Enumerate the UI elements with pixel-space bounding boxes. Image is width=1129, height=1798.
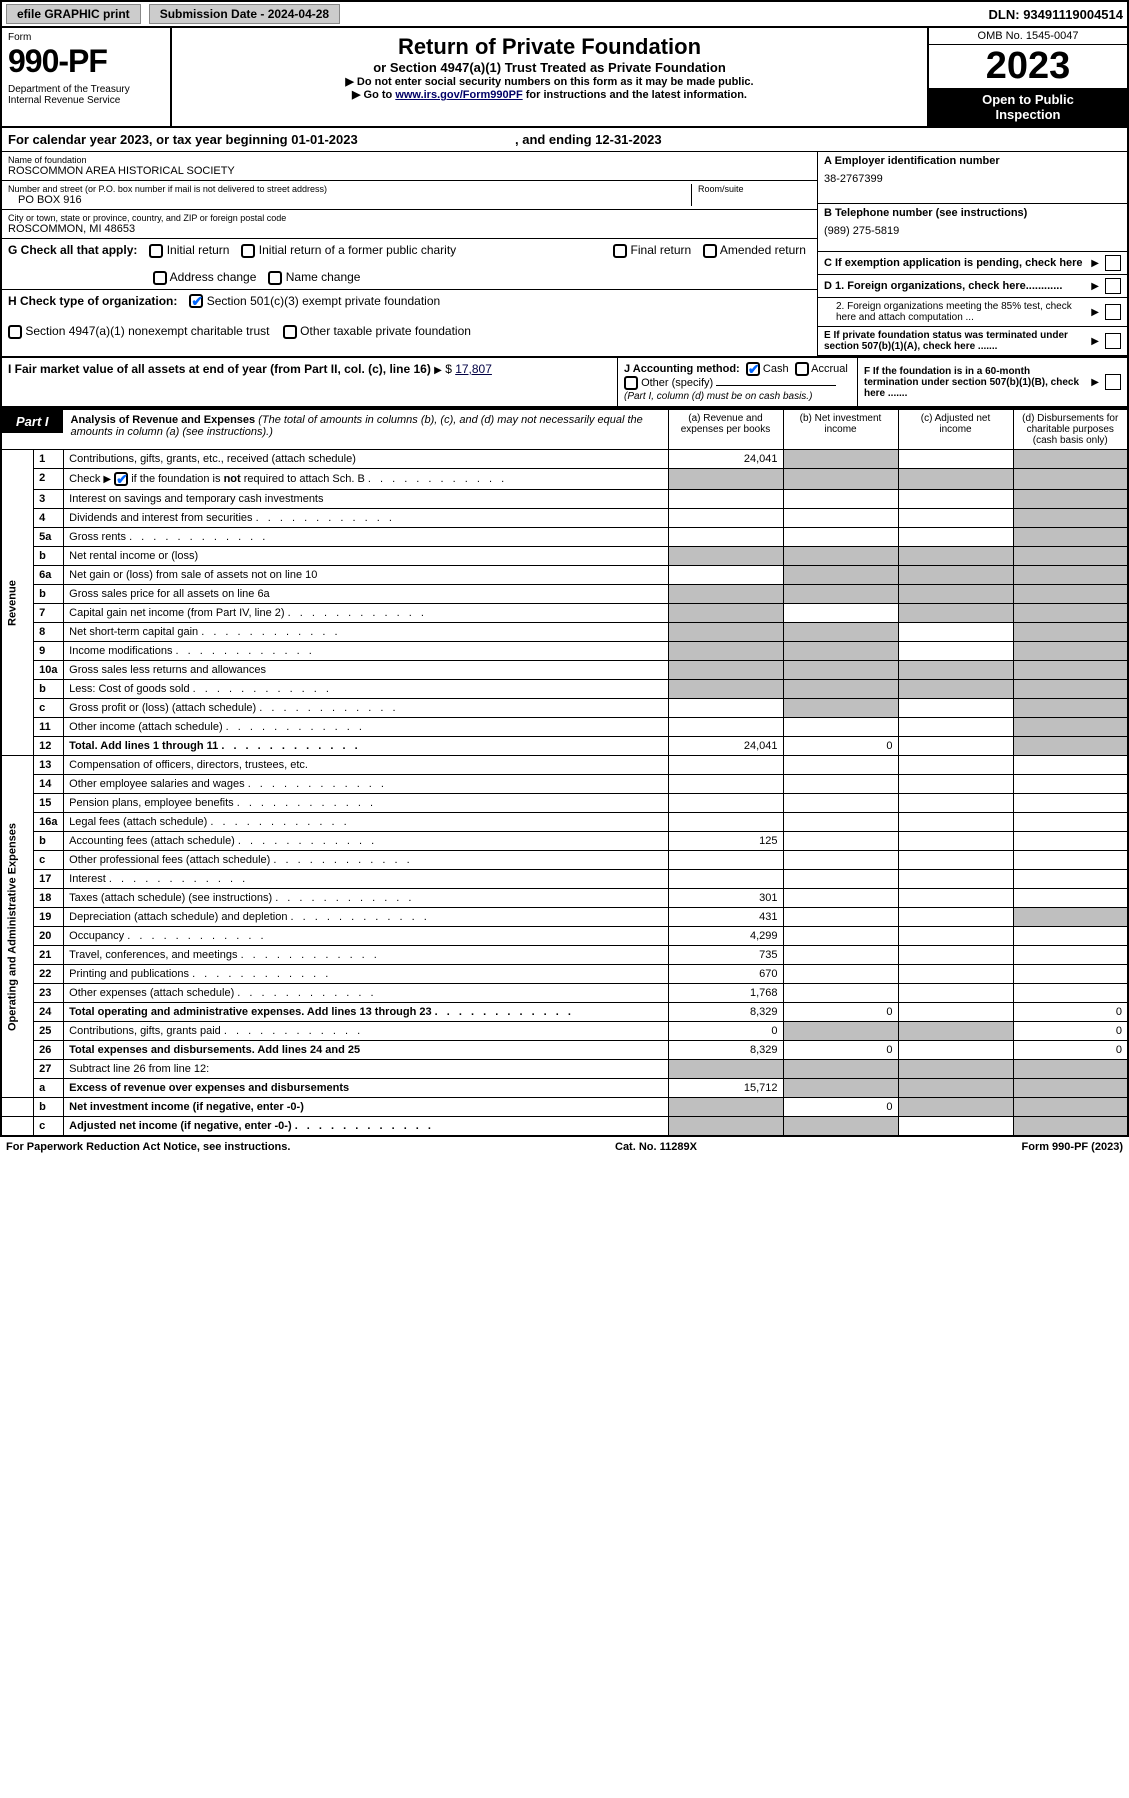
note-1: ▶ Do not enter social security numbers o… [178, 75, 921, 88]
tax-year: 2023 [929, 45, 1127, 88]
j-note: (Part I, column (d) must be on cash basi… [624, 391, 812, 402]
e-label: E If private foundation status was termi… [824, 330, 1085, 352]
cb-other-tax[interactable] [283, 325, 297, 339]
addr-label: Number and street (or P.O. box number if… [8, 184, 691, 194]
part1-table: Part I Analysis of Revenue and Expenses … [0, 408, 1129, 1137]
cb-initial-former[interactable] [241, 244, 255, 258]
cb-c[interactable] [1105, 255, 1121, 271]
cb-initial[interactable] [149, 244, 163, 258]
g-label: G Check all that apply: [8, 243, 137, 257]
cb-f[interactable] [1105, 374, 1121, 390]
calendar-year: For calendar year 2023, or tax year begi… [0, 128, 1129, 152]
col-c: (c) Adjusted net income [898, 409, 1013, 450]
cb-final[interactable] [613, 244, 627, 258]
d1-label: D 1. Foreign organizations, check here..… [824, 280, 1085, 292]
city-label: City or town, state or province, country… [8, 213, 811, 223]
irs-link[interactable]: www.irs.gov/Form990PF [395, 89, 522, 101]
i-label: I Fair market value of all assets at end… [8, 362, 431, 376]
open-public: Open to Public Inspection [929, 88, 1127, 126]
f-label: F If the foundation is in a 60-month ter… [864, 366, 1085, 399]
top-bar: efile GRAPHIC print Submission Date - 20… [0, 0, 1129, 28]
form-ref: Form 990-PF (2023) [1022, 1141, 1123, 1153]
cb-d1[interactable] [1105, 278, 1121, 294]
submission-date: Submission Date - 2024-04-28 [149, 4, 340, 24]
part1-label: Part I [2, 410, 63, 433]
cb-e[interactable] [1105, 333, 1121, 349]
cb-501c3[interactable] [189, 294, 203, 308]
name-label: Name of foundation [8, 155, 811, 165]
foundation-name: ROSCOMMON AREA HISTORICAL SOCIETY [8, 165, 811, 177]
cb-accrual[interactable] [795, 362, 809, 376]
phone: (989) 275-5819 [824, 219, 1121, 237]
cb-addr-change[interactable] [153, 271, 167, 285]
phone-label: B Telephone number (see instructions) [824, 207, 1121, 219]
ein: 38-2767399 [824, 167, 1121, 185]
col-d: (d) Disbursements for charitable purpose… [1013, 409, 1128, 450]
col-a: (a) Revenue and expenses per books [668, 409, 783, 450]
cb-amended[interactable] [703, 244, 717, 258]
city: ROSCOMMON, MI 48653 [8, 223, 811, 235]
cb-4947[interactable] [8, 325, 22, 339]
addr: PO BOX 916 [8, 194, 691, 206]
revenue-label: Revenue [1, 450, 34, 756]
expenses-label: Operating and Administrative Expenses [1, 756, 34, 1098]
form-subtitle: or Section 4947(a)(1) Trust Treated as P… [178, 60, 921, 75]
col-b: (b) Net investment income [783, 409, 898, 450]
cb-name-change[interactable] [268, 271, 282, 285]
form-label: Form [8, 32, 164, 43]
j-label: J Accounting method: [624, 363, 740, 375]
hij-block: I Fair market value of all assets at end… [0, 358, 1129, 408]
dept: Department of the Treasury Internal Reve… [8, 80, 164, 106]
cb-schb[interactable] [114, 472, 128, 486]
omb: OMB No. 1545-0047 [929, 28, 1127, 45]
room-label: Room/suite [698, 184, 811, 194]
info-block: Name of foundation ROSCOMMON AREA HISTOR… [0, 152, 1129, 358]
form-number: 990-PF [8, 43, 164, 80]
paperwork-notice: For Paperwork Reduction Act Notice, see … [6, 1141, 290, 1153]
i-value: 17,807 [455, 362, 492, 376]
c-label: C If exemption application is pending, c… [824, 257, 1085, 269]
cat-no: Cat. No. 11289X [615, 1141, 697, 1153]
form-title: Return of Private Foundation [178, 34, 921, 60]
note-2: ▶ Go to www.irs.gov/Form990PF for instru… [178, 88, 921, 101]
efile-btn[interactable]: efile GRAPHIC print [6, 4, 141, 24]
d2-label: 2. Foreign organizations meeting the 85%… [824, 301, 1085, 323]
cb-other-method[interactable] [624, 376, 638, 390]
cb-d2[interactable] [1105, 304, 1121, 320]
form-header: Form 990-PF Department of the Treasury I… [0, 28, 1129, 128]
dln: DLN: 93491119004514 [989, 7, 1123, 22]
footer: For Paperwork Reduction Act Notice, see … [0, 1137, 1129, 1157]
h-label: H Check type of organization: [8, 294, 177, 308]
cb-cash[interactable] [746, 362, 760, 376]
ein-label: A Employer identification number [824, 155, 1121, 167]
